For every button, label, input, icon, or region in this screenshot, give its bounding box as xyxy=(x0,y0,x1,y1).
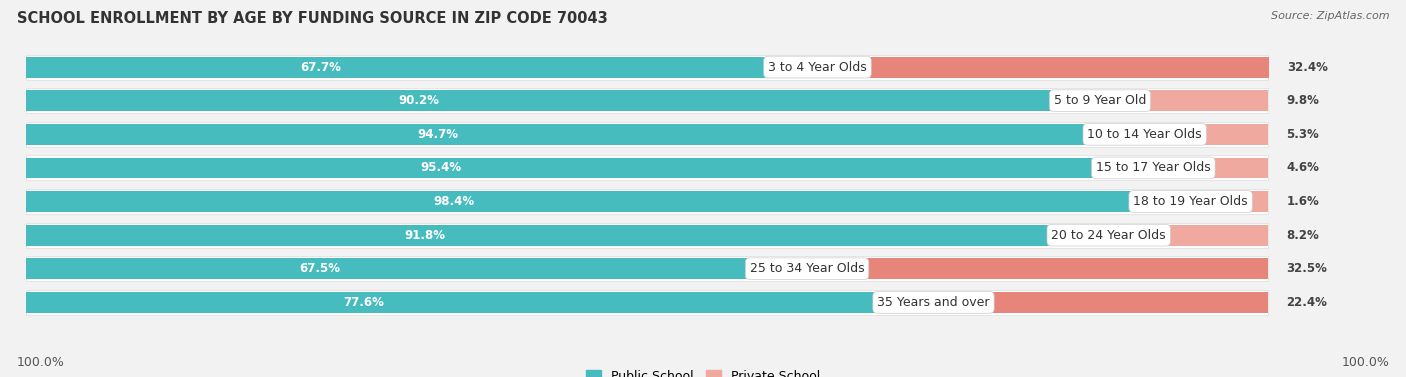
Bar xyxy=(27,124,1202,145)
Text: 3 to 4 Year Olds: 3 to 4 Year Olds xyxy=(768,61,868,74)
Text: 4.6%: 4.6% xyxy=(1286,161,1319,175)
Text: 77.6%: 77.6% xyxy=(343,296,384,309)
Text: 94.7%: 94.7% xyxy=(418,128,458,141)
Text: 100.0%: 100.0% xyxy=(1341,357,1389,369)
Bar xyxy=(990,292,1268,313)
Text: 15 to 17 Year Olds: 15 to 17 Year Olds xyxy=(1095,161,1211,175)
Text: 90.2%: 90.2% xyxy=(398,94,439,107)
Bar xyxy=(27,88,1268,113)
Text: 32.4%: 32.4% xyxy=(1288,61,1329,74)
Bar xyxy=(27,55,1268,80)
Text: 22.4%: 22.4% xyxy=(1286,296,1327,309)
Text: 98.4%: 98.4% xyxy=(433,195,475,208)
Bar xyxy=(27,158,1211,178)
Text: 5 to 9 Year Old: 5 to 9 Year Old xyxy=(1053,94,1146,107)
Bar xyxy=(1146,90,1268,111)
Bar xyxy=(27,155,1268,180)
Bar xyxy=(1202,124,1268,145)
Text: 35 Years and over: 35 Years and over xyxy=(877,296,990,309)
Bar xyxy=(27,189,1268,214)
Text: 25 to 34 Year Olds: 25 to 34 Year Olds xyxy=(749,262,865,275)
Text: 67.5%: 67.5% xyxy=(299,262,340,275)
Text: 18 to 19 Year Olds: 18 to 19 Year Olds xyxy=(1133,195,1249,208)
Bar xyxy=(27,256,1268,281)
Text: 20 to 24 Year Olds: 20 to 24 Year Olds xyxy=(1052,228,1166,242)
Text: 100.0%: 100.0% xyxy=(17,357,65,369)
Text: 67.7%: 67.7% xyxy=(299,61,342,74)
Bar xyxy=(868,57,1270,78)
Text: 5.3%: 5.3% xyxy=(1286,128,1319,141)
Bar xyxy=(27,191,1249,212)
Text: 9.8%: 9.8% xyxy=(1286,94,1319,107)
Text: 91.8%: 91.8% xyxy=(405,228,446,242)
Bar xyxy=(27,223,1268,248)
Bar xyxy=(27,258,865,279)
Bar xyxy=(865,258,1268,279)
Bar xyxy=(27,290,1268,315)
Text: 8.2%: 8.2% xyxy=(1286,228,1319,242)
Bar xyxy=(27,57,868,78)
Bar xyxy=(27,225,1166,245)
Bar xyxy=(1211,158,1268,178)
Text: SCHOOL ENROLLMENT BY AGE BY FUNDING SOURCE IN ZIP CODE 70043: SCHOOL ENROLLMENT BY AGE BY FUNDING SOUR… xyxy=(17,11,607,26)
Bar xyxy=(27,90,1146,111)
Bar xyxy=(27,292,990,313)
Bar xyxy=(1249,191,1268,212)
Text: 95.4%: 95.4% xyxy=(420,161,461,175)
Text: 1.6%: 1.6% xyxy=(1286,195,1319,208)
Bar xyxy=(27,122,1268,147)
Text: 32.5%: 32.5% xyxy=(1286,262,1327,275)
Bar xyxy=(1166,225,1268,245)
Text: Source: ZipAtlas.com: Source: ZipAtlas.com xyxy=(1271,11,1389,21)
Text: 10 to 14 Year Olds: 10 to 14 Year Olds xyxy=(1087,128,1202,141)
Legend: Public School, Private School: Public School, Private School xyxy=(581,365,825,377)
